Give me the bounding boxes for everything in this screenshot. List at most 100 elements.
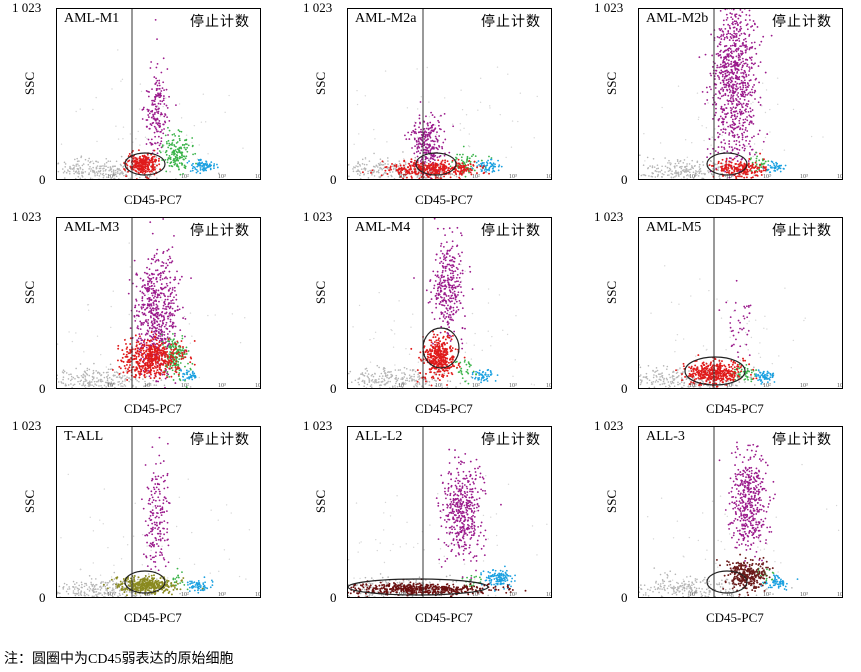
event-dot [414,159,416,162]
event-dot [141,339,144,342]
event-dot [98,175,101,177]
event-dot [692,167,695,170]
event-dot [744,33,747,36]
event-dot [153,322,156,325]
event-dot [95,370,97,372]
event-dot [753,84,755,86]
event-dot [375,165,378,167]
event-dot [143,312,146,315]
event-dot [442,168,445,171]
event-dot [783,149,786,151]
event-dot [114,371,116,374]
event-dot [177,375,180,378]
event-dot [147,156,150,159]
event-dot [760,173,763,176]
event-dot [149,307,152,309]
event-dot [165,282,168,285]
event-dot [72,388,74,389]
event-dot [733,147,736,150]
event-dot [390,168,392,171]
event-dot [724,132,727,134]
event-dot [749,169,751,172]
event-dot [205,167,208,169]
event-dot [426,157,429,160]
event-dot [139,160,142,163]
event-dot [494,163,496,166]
event-dot [94,174,96,177]
event-dot [670,176,673,178]
event-dot [774,167,777,169]
event-dot [374,166,376,168]
event-dot [115,376,118,378]
event-dot [146,153,149,156]
event-dot [98,178,100,179]
event-dot [156,63,159,65]
event-dot [166,328,169,330]
event-dot [152,297,155,299]
event-dot [714,150,717,152]
event-dot [139,277,142,280]
event-dot [209,168,212,171]
event-dot [725,79,728,81]
event-dot [84,178,86,179]
event-dot [657,167,660,170]
event-dot [147,165,150,168]
event-dot [185,155,188,158]
event-dot [175,159,178,162]
event-dot [393,167,395,170]
event-dot [740,179,742,180]
event-dot [189,386,192,388]
event-dot [158,157,160,160]
event-dot [384,70,387,72]
event-dot [155,95,158,97]
event-dot [367,177,370,179]
event-dot [670,162,672,165]
event-dot [99,172,102,175]
event-dot [377,166,379,168]
event-dot [727,125,730,128]
event-dot [425,148,428,151]
event-dot [181,156,183,159]
event-dot [728,146,731,148]
event-dot [163,301,166,304]
event-dot [749,91,752,94]
event-dot [742,165,745,168]
event-dot [727,30,730,32]
event-dot [433,116,436,119]
event-dot [426,123,429,125]
event-dot [673,165,676,168]
event-dot [98,372,101,374]
event-dot [175,364,177,367]
event-dot [154,343,157,346]
event-dot [748,114,751,117]
event-dot [644,160,646,162]
event-dot [696,170,698,173]
event-dot [749,179,751,180]
event-dot [486,169,489,171]
event-dot [723,38,726,41]
event-dot [757,65,760,67]
event-dot [459,153,461,156]
event-dot [416,173,418,176]
event-dot [354,166,356,169]
event-dot [79,167,82,170]
event-dot [751,86,754,88]
event-dot [730,159,732,162]
event-dot [151,109,154,112]
event-dot [106,176,108,178]
event-dot [742,143,745,146]
event-dot [423,170,426,173]
event-dot [171,287,174,289]
event-dot [168,367,171,370]
event-dot [201,161,204,164]
event-dot [205,161,208,163]
event-dot [750,121,753,124]
event-dot [148,162,151,165]
event-dot [746,135,749,138]
event-dot [677,162,680,164]
event-dot [168,330,171,333]
event-dot [770,160,773,163]
event-dot [419,121,421,124]
event-dot [731,134,734,137]
event-dot [81,168,84,171]
